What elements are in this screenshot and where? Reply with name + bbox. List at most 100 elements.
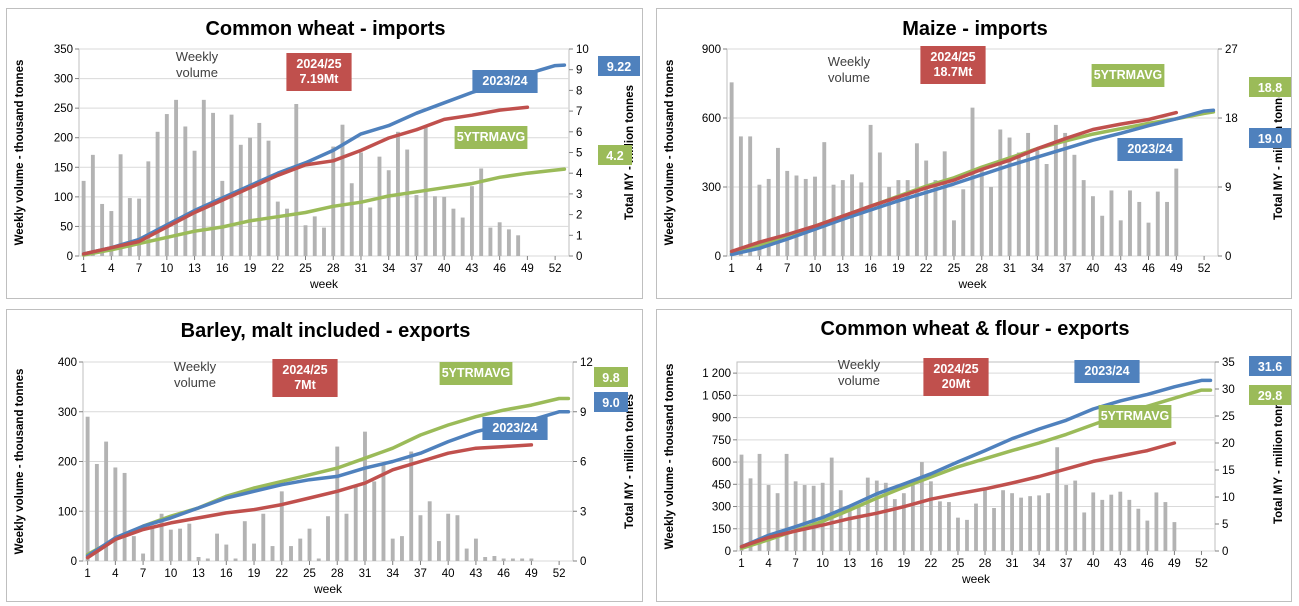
- x-tick-label: 31: [1006, 558, 1019, 570]
- right-tick-label: 9: [1225, 182, 1231, 194]
- left-tick-label: 750: [712, 435, 731, 447]
- weekly-bar: [1146, 222, 1151, 256]
- cumulative-line-2024-25: [729, 110, 1179, 254]
- weekly-bar: [275, 201, 280, 256]
- left-tick-label: 100: [58, 506, 77, 518]
- x-tick-label: 4: [756, 263, 763, 275]
- x-tick-label: 22: [275, 568, 288, 580]
- right-tick-label: 4: [576, 168, 583, 180]
- weekly-bar: [409, 451, 414, 561]
- right-axis-label: Total MY - million tonnes: [1273, 389, 1285, 524]
- x-tick-label: 7: [136, 263, 142, 275]
- left-tick-label: 400: [58, 357, 77, 369]
- weekly-bar: [322, 227, 326, 256]
- series-label-text: 2024/25 20Mt: [933, 362, 978, 391]
- weekly-bar: [81, 180, 86, 256]
- weekly-bar: [238, 144, 243, 256]
- weekly-bar: [1127, 499, 1132, 551]
- end-value-2023-24: 31.6: [1249, 356, 1291, 376]
- weekly-bar: [784, 453, 789, 551]
- series-label-text: 2024/25 7.19Mt: [296, 57, 341, 86]
- right-tick-label: 0: [576, 251, 582, 263]
- weekly-bar: [813, 176, 817, 256]
- right-tick-label: 10: [576, 44, 589, 56]
- end-value-box: [1249, 356, 1291, 376]
- right-axis-label: Total MY - million tonnes: [1273, 85, 1285, 220]
- weekly-bar: [368, 207, 373, 256]
- x-tick-label: 25: [952, 558, 965, 570]
- weekly-bar: [942, 151, 947, 256]
- weekly-bar: [961, 189, 966, 256]
- left-tick-label: 300: [58, 407, 77, 419]
- x-tick-label: 10: [160, 263, 173, 275]
- weekly-bar: [418, 515, 423, 561]
- weekly-bar: [211, 112, 215, 256]
- weekly-bar: [729, 82, 734, 256]
- x-tick-label: 7: [140, 568, 146, 580]
- series-label-text: 2024/25 18.7Mt: [930, 50, 975, 79]
- weekly-bar: [159, 513, 164, 561]
- weekly-bar: [359, 152, 363, 256]
- weekly-bar: [829, 457, 834, 551]
- x-tick-label: 22: [920, 263, 933, 275]
- weekly-bar: [205, 558, 210, 561]
- x-tick-label: 7: [784, 263, 790, 275]
- x-tick-label: 40: [1087, 263, 1100, 275]
- weekly-bar: [1109, 190, 1114, 256]
- left-axis-label: Weekly volume - thousand tonnes: [664, 364, 676, 550]
- chart-title: Common wheat & flour - exports: [821, 318, 1130, 340]
- x-tick-label: 34: [1031, 263, 1044, 275]
- weekly-bar: [896, 180, 901, 256]
- weekly-bar: [220, 180, 225, 256]
- weekly-bar: [192, 150, 197, 256]
- end-value-2023-24: 9.22: [598, 56, 640, 76]
- x-tick-label: 43: [466, 263, 479, 275]
- left-tick-label: 0: [725, 546, 731, 558]
- x-axis-label: week: [313, 582, 343, 596]
- left-tick-label: 150: [54, 162, 73, 174]
- weekly-bar: [109, 211, 114, 256]
- weekly-bar: [442, 196, 447, 256]
- weekly-bar: [363, 431, 367, 561]
- left-tick-label: 1 050: [702, 390, 731, 402]
- weekly-bar: [974, 503, 978, 551]
- weekly-bar: [892, 499, 897, 551]
- weekly-bar: [775, 493, 780, 551]
- weekly-bar: [1091, 492, 1096, 551]
- weekly-bar: [437, 541, 441, 561]
- weekly-bar: [326, 516, 330, 561]
- cumulative-line-2023-24: [729, 108, 1216, 257]
- series-label-box: [439, 362, 513, 385]
- x-tick-label: 49: [525, 568, 538, 580]
- weekly-bar: [757, 184, 762, 256]
- series-label-2024-25: 2024/25 7.19Mt: [286, 53, 352, 91]
- x-tick-label: 43: [470, 568, 483, 580]
- right-tick-label: 35: [1222, 357, 1235, 369]
- weekly-bar: [970, 107, 975, 257]
- x-axis-label: week: [961, 572, 991, 586]
- right-tick-label: 25: [1222, 411, 1235, 423]
- series-label-text: 5YTRMAVG: [442, 366, 511, 380]
- weekly-bar: [1082, 512, 1087, 551]
- weekly-bar: [1073, 480, 1078, 551]
- left-tick-label: 350: [54, 44, 73, 56]
- x-tick-label: 37: [1059, 263, 1072, 275]
- weekly-bar: [874, 480, 879, 551]
- cumulative-line-2024-25: [739, 441, 1177, 549]
- x-tick-label: 4: [765, 558, 772, 570]
- x-tick-label: 46: [493, 263, 506, 275]
- chart-title: Maize - imports: [902, 18, 1048, 40]
- weekly-bar: [1154, 492, 1159, 551]
- weekly-bar: [242, 521, 247, 561]
- weekly-bar: [386, 170, 391, 256]
- weekly-bar: [178, 528, 183, 561]
- chart-svg: Barley, malt included - exports010020030…: [14, 320, 636, 596]
- weekly-bar: [353, 486, 358, 561]
- weekly-bar: [1019, 497, 1023, 551]
- left-tick-label: 900: [702, 44, 721, 56]
- weekly-bar: [279, 491, 284, 561]
- weekly-bar: [137, 198, 142, 256]
- weekly-bar: [947, 502, 951, 551]
- series-label-box: [286, 53, 352, 91]
- weekly-bar: [294, 104, 299, 256]
